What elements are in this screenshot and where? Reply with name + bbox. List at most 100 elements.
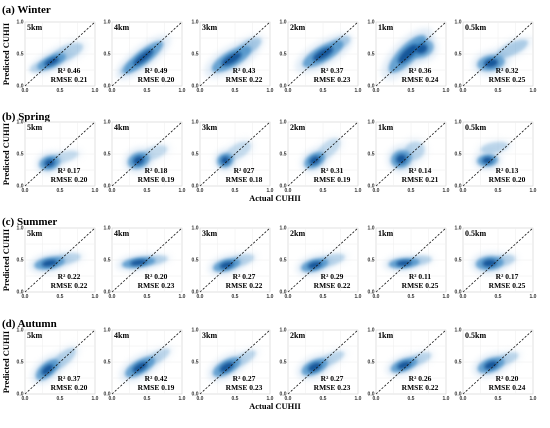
r2-label: R² 0.20 [496,374,519,383]
density-mid [140,145,168,161]
y-tick-label: 0.0 [368,84,375,90]
density-mid [318,351,345,367]
y-tick-label: 0.0 [17,84,24,90]
density-layer [35,147,84,175]
density-mid [145,348,170,366]
y-tick-label: 0.5 [104,52,111,58]
x-tick-label: 0.0 [460,88,467,94]
y-tick-label: 0.5 [192,52,199,58]
rmse-label: RMSE 0.25 [489,75,526,84]
x-tick-label: 0.0 [373,294,380,300]
rmse-label: RMSE 0.21 [51,75,88,84]
density-mid [50,42,84,63]
r2-label: R² 0.27 [321,374,344,383]
resolution-label: 5km [27,229,42,238]
y-tick-label: 0.0 [455,392,462,398]
y-tick-label: 0.5 [455,152,462,158]
rmse-label: RMSE 0.20 [138,75,175,84]
y-tick-label: 0.5 [17,360,24,366]
r2-label: R² 0.37 [58,374,81,383]
r2-label: R² 0.37 [321,66,344,75]
one-to-one-line [24,121,96,187]
density-layer [470,251,520,275]
y-tick-label: 0.5 [368,152,375,158]
density-layer [296,347,349,381]
rmse-label: RMSE 0.25 [402,281,439,290]
rmse-label: RMSE 0.24 [489,383,526,392]
density-layer [26,38,89,75]
resolution-label: 3km [202,23,217,32]
one-to-one-line [375,329,447,395]
r2-label: R² 0.22 [58,272,81,281]
x-tick-label: 1.0 [355,88,362,94]
density-mid [29,61,49,73]
one-to-one-line [24,21,96,87]
density-core [44,159,55,167]
y-tick-label: 0.0 [455,84,462,90]
resolution-label: 0.5km [465,331,486,340]
one-to-one-line [111,121,183,187]
y-tick-label: 1.0 [104,120,111,126]
density-mid [494,352,519,366]
y-tick-label: 0.0 [17,392,24,398]
density-layer [385,348,436,377]
resolution-label: 1km [378,123,393,132]
rmse-label: RMSE 0.19 [138,383,175,392]
x-tick-label: 0.5 [232,294,239,300]
one-to-one-line [375,121,447,187]
x-tick-label: 1.0 [92,188,99,194]
density-mid [494,254,516,266]
density-layer [204,33,267,78]
y-tick-label: 0.5 [280,360,287,366]
resolution-label: 2km [290,229,305,238]
density-layer [472,348,523,378]
y-tick-label: 0.0 [368,290,375,296]
y-tick-label: 1.0 [17,20,24,26]
y-tick-label: 0.0 [455,290,462,296]
rmse-label: RMSE 0.22 [314,281,351,290]
density-core [484,58,498,68]
y-axis-label: Predicted CUHII [1,22,11,85]
r2-label: R² 0.11 [409,272,432,281]
r2-label: R² 0.46 [58,66,81,75]
x-tick-label: 0.5 [320,294,327,300]
density-core [482,157,493,164]
rmse-label: RMSE 0.23 [226,383,263,392]
r2-label: R² 0.27 [233,374,256,383]
one-to-one-line [111,227,183,293]
r2-label: R² 0.14 [409,166,432,175]
rmse-label: RMSE 0.25 [489,281,526,290]
rmse-label: RMSE 0.20 [51,383,88,392]
x-tick-label: 0.5 [495,294,502,300]
density-core [219,362,234,373]
one-to-one-line [287,121,359,187]
r2-label: R² 027 [234,166,255,175]
y-tick-label: 0.5 [104,152,111,158]
density-mid [411,255,432,265]
x-tick-label: 0.0 [197,188,204,194]
density-core [221,52,242,66]
x-tick-label: 1.0 [267,188,274,194]
density-core [41,364,54,376]
y-tick-label: 0.0 [280,392,287,398]
density-layer [207,346,261,382]
y-tick-label: 0.5 [455,360,462,366]
density-mid [407,352,432,366]
x-tick-label: 0.5 [320,396,327,402]
y-tick-label: 0.0 [280,290,287,296]
resolution-label: 0.5km [465,229,486,238]
x-tick-label: 0.5 [232,188,239,194]
y-tick-label: 0.0 [17,290,24,296]
rmse-label: RMSE 0.23 [138,281,175,290]
resolution-label: 2km [290,23,305,32]
x-tick-label: 1.0 [179,294,186,300]
x-tick-label: 1.0 [267,396,274,402]
one-to-one-line [462,21,534,87]
